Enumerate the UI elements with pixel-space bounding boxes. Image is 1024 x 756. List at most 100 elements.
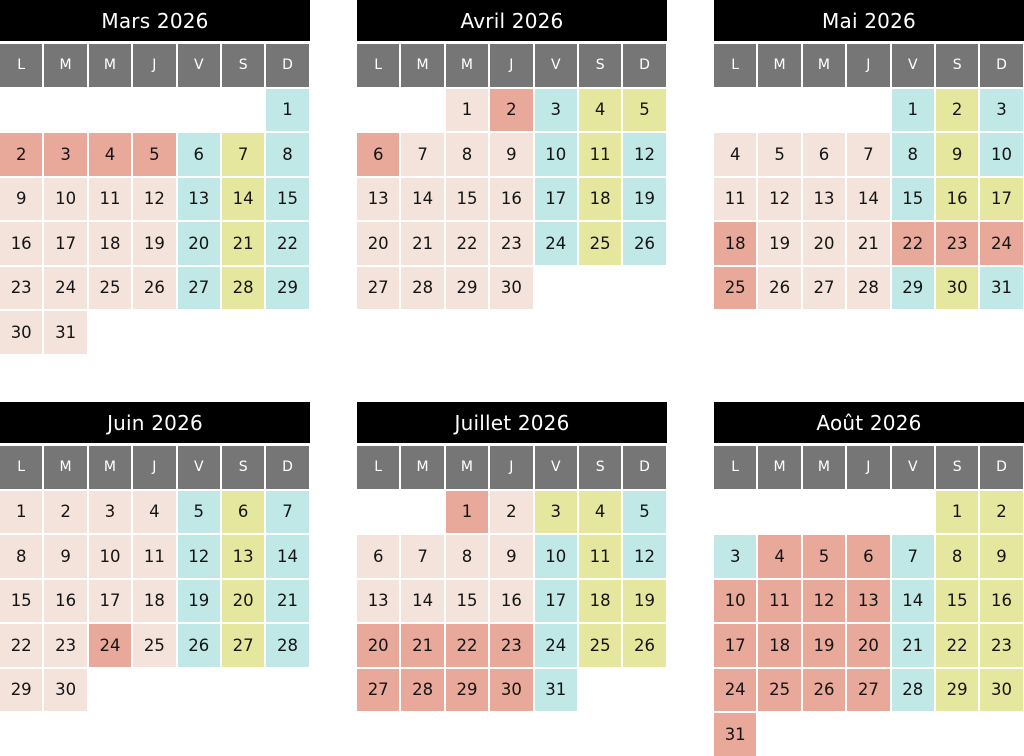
day-cell[interactable]: 5	[802, 535, 846, 578]
day-cell[interactable]: 27	[357, 668, 400, 711]
day-cell[interactable]: 9	[980, 535, 1023, 578]
day-cell[interactable]: 8	[0, 535, 43, 578]
day-cell[interactable]: 3	[88, 490, 132, 533]
day-cell[interactable]: 11	[578, 133, 622, 176]
day-cell[interactable]: 4	[758, 535, 801, 578]
day-cell[interactable]: 28	[401, 266, 444, 309]
day-cell[interactable]: 3	[44, 133, 87, 176]
day-cell[interactable]: 24	[534, 222, 577, 265]
day-cell[interactable]: 30	[490, 668, 533, 711]
day-cell[interactable]: 12	[177, 535, 220, 578]
day-cell[interactable]: 1	[445, 88, 489, 131]
day-cell[interactable]: 9	[935, 133, 979, 176]
day-cell[interactable]: 19	[623, 579, 666, 622]
day-cell[interactable]: 15	[891, 177, 934, 220]
day-cell[interactable]: 14	[401, 579, 444, 622]
day-cell[interactable]: 24	[980, 222, 1023, 265]
day-cell[interactable]: 2	[0, 133, 43, 176]
day-cell[interactable]: 22	[891, 222, 934, 265]
day-cell[interactable]: 15	[445, 579, 489, 622]
day-cell[interactable]: 19	[802, 624, 846, 667]
day-cell[interactable]: 10	[534, 535, 577, 578]
day-cell[interactable]: 22	[0, 624, 43, 667]
day-cell[interactable]: 14	[221, 177, 265, 220]
day-cell[interactable]: 2	[490, 88, 533, 131]
day-cell[interactable]: 29	[935, 668, 979, 711]
day-cell[interactable]: 17	[44, 222, 87, 265]
day-cell[interactable]: 6	[847, 535, 890, 578]
day-cell[interactable]: 18	[133, 579, 176, 622]
day-cell[interactable]: 23	[490, 624, 533, 667]
day-cell[interactable]: 12	[623, 133, 666, 176]
day-cell[interactable]: 3	[534, 88, 577, 131]
day-cell[interactable]: 25	[758, 668, 801, 711]
day-cell[interactable]: 25	[88, 266, 132, 309]
day-cell[interactable]: 18	[758, 624, 801, 667]
day-cell[interactable]: 15	[266, 177, 309, 220]
day-cell[interactable]: 13	[847, 579, 890, 622]
day-cell[interactable]: 14	[401, 177, 444, 220]
day-cell[interactable]: 4	[578, 88, 622, 131]
day-cell[interactable]: 5	[133, 133, 176, 176]
day-cell[interactable]: 26	[133, 266, 176, 309]
day-cell[interactable]: 8	[445, 133, 489, 176]
day-cell[interactable]: 26	[623, 624, 666, 667]
day-cell[interactable]: 13	[177, 177, 220, 220]
day-cell[interactable]: 25	[714, 266, 757, 309]
day-cell[interactable]: 16	[980, 579, 1023, 622]
day-cell[interactable]: 17	[980, 177, 1023, 220]
day-cell[interactable]: 27	[802, 266, 846, 309]
day-cell[interactable]: 19	[133, 222, 176, 265]
day-cell[interactable]: 20	[357, 222, 400, 265]
day-cell[interactable]: 4	[714, 133, 757, 176]
day-cell[interactable]: 14	[847, 177, 890, 220]
day-cell[interactable]: 30	[490, 266, 533, 309]
day-cell[interactable]: 20	[847, 624, 890, 667]
day-cell[interactable]: 25	[578, 222, 622, 265]
day-cell[interactable]: 1	[266, 88, 309, 131]
day-cell[interactable]: 26	[177, 624, 220, 667]
day-cell[interactable]: 6	[802, 133, 846, 176]
day-cell[interactable]: 8	[891, 133, 934, 176]
day-cell[interactable]: 8	[266, 133, 309, 176]
day-cell[interactable]: 7	[401, 133, 444, 176]
day-cell[interactable]: 5	[177, 490, 220, 533]
day-cell[interactable]: 21	[891, 624, 934, 667]
day-cell[interactable]: 16	[44, 579, 87, 622]
day-cell[interactable]: 24	[88, 624, 132, 667]
day-cell[interactable]: 21	[266, 579, 309, 622]
day-cell[interactable]: 7	[847, 133, 890, 176]
day-cell[interactable]: 5	[758, 133, 801, 176]
day-cell[interactable]: 24	[44, 266, 87, 309]
day-cell[interactable]: 18	[578, 579, 622, 622]
day-cell[interactable]: 23	[0, 266, 43, 309]
day-cell[interactable]: 6	[221, 490, 265, 533]
day-cell[interactable]: 16	[490, 177, 533, 220]
day-cell[interactable]: 14	[891, 579, 934, 622]
day-cell[interactable]: 16	[490, 579, 533, 622]
day-cell[interactable]: 25	[133, 624, 176, 667]
day-cell[interactable]: 20	[221, 579, 265, 622]
day-cell[interactable]: 2	[980, 490, 1023, 533]
day-cell[interactable]: 19	[623, 177, 666, 220]
day-cell[interactable]: 18	[88, 222, 132, 265]
day-cell[interactable]: 1	[935, 490, 979, 533]
day-cell[interactable]: 15	[935, 579, 979, 622]
day-cell[interactable]: 12	[802, 579, 846, 622]
day-cell[interactable]: 11	[578, 535, 622, 578]
day-cell[interactable]: 2	[935, 88, 979, 131]
day-cell[interactable]: 3	[534, 490, 577, 533]
day-cell[interactable]: 30	[0, 311, 43, 354]
day-cell[interactable]: 13	[357, 579, 400, 622]
day-cell[interactable]: 22	[445, 222, 489, 265]
day-cell[interactable]: 20	[802, 222, 846, 265]
day-cell[interactable]: 28	[221, 266, 265, 309]
day-cell[interactable]: 27	[177, 266, 220, 309]
day-cell[interactable]: 9	[490, 133, 533, 176]
day-cell[interactable]: 5	[623, 88, 666, 131]
day-cell[interactable]: 9	[0, 177, 43, 220]
day-cell[interactable]: 11	[88, 177, 132, 220]
day-cell[interactable]: 1	[891, 88, 934, 131]
day-cell[interactable]: 5	[623, 490, 666, 533]
day-cell[interactable]: 23	[490, 222, 533, 265]
